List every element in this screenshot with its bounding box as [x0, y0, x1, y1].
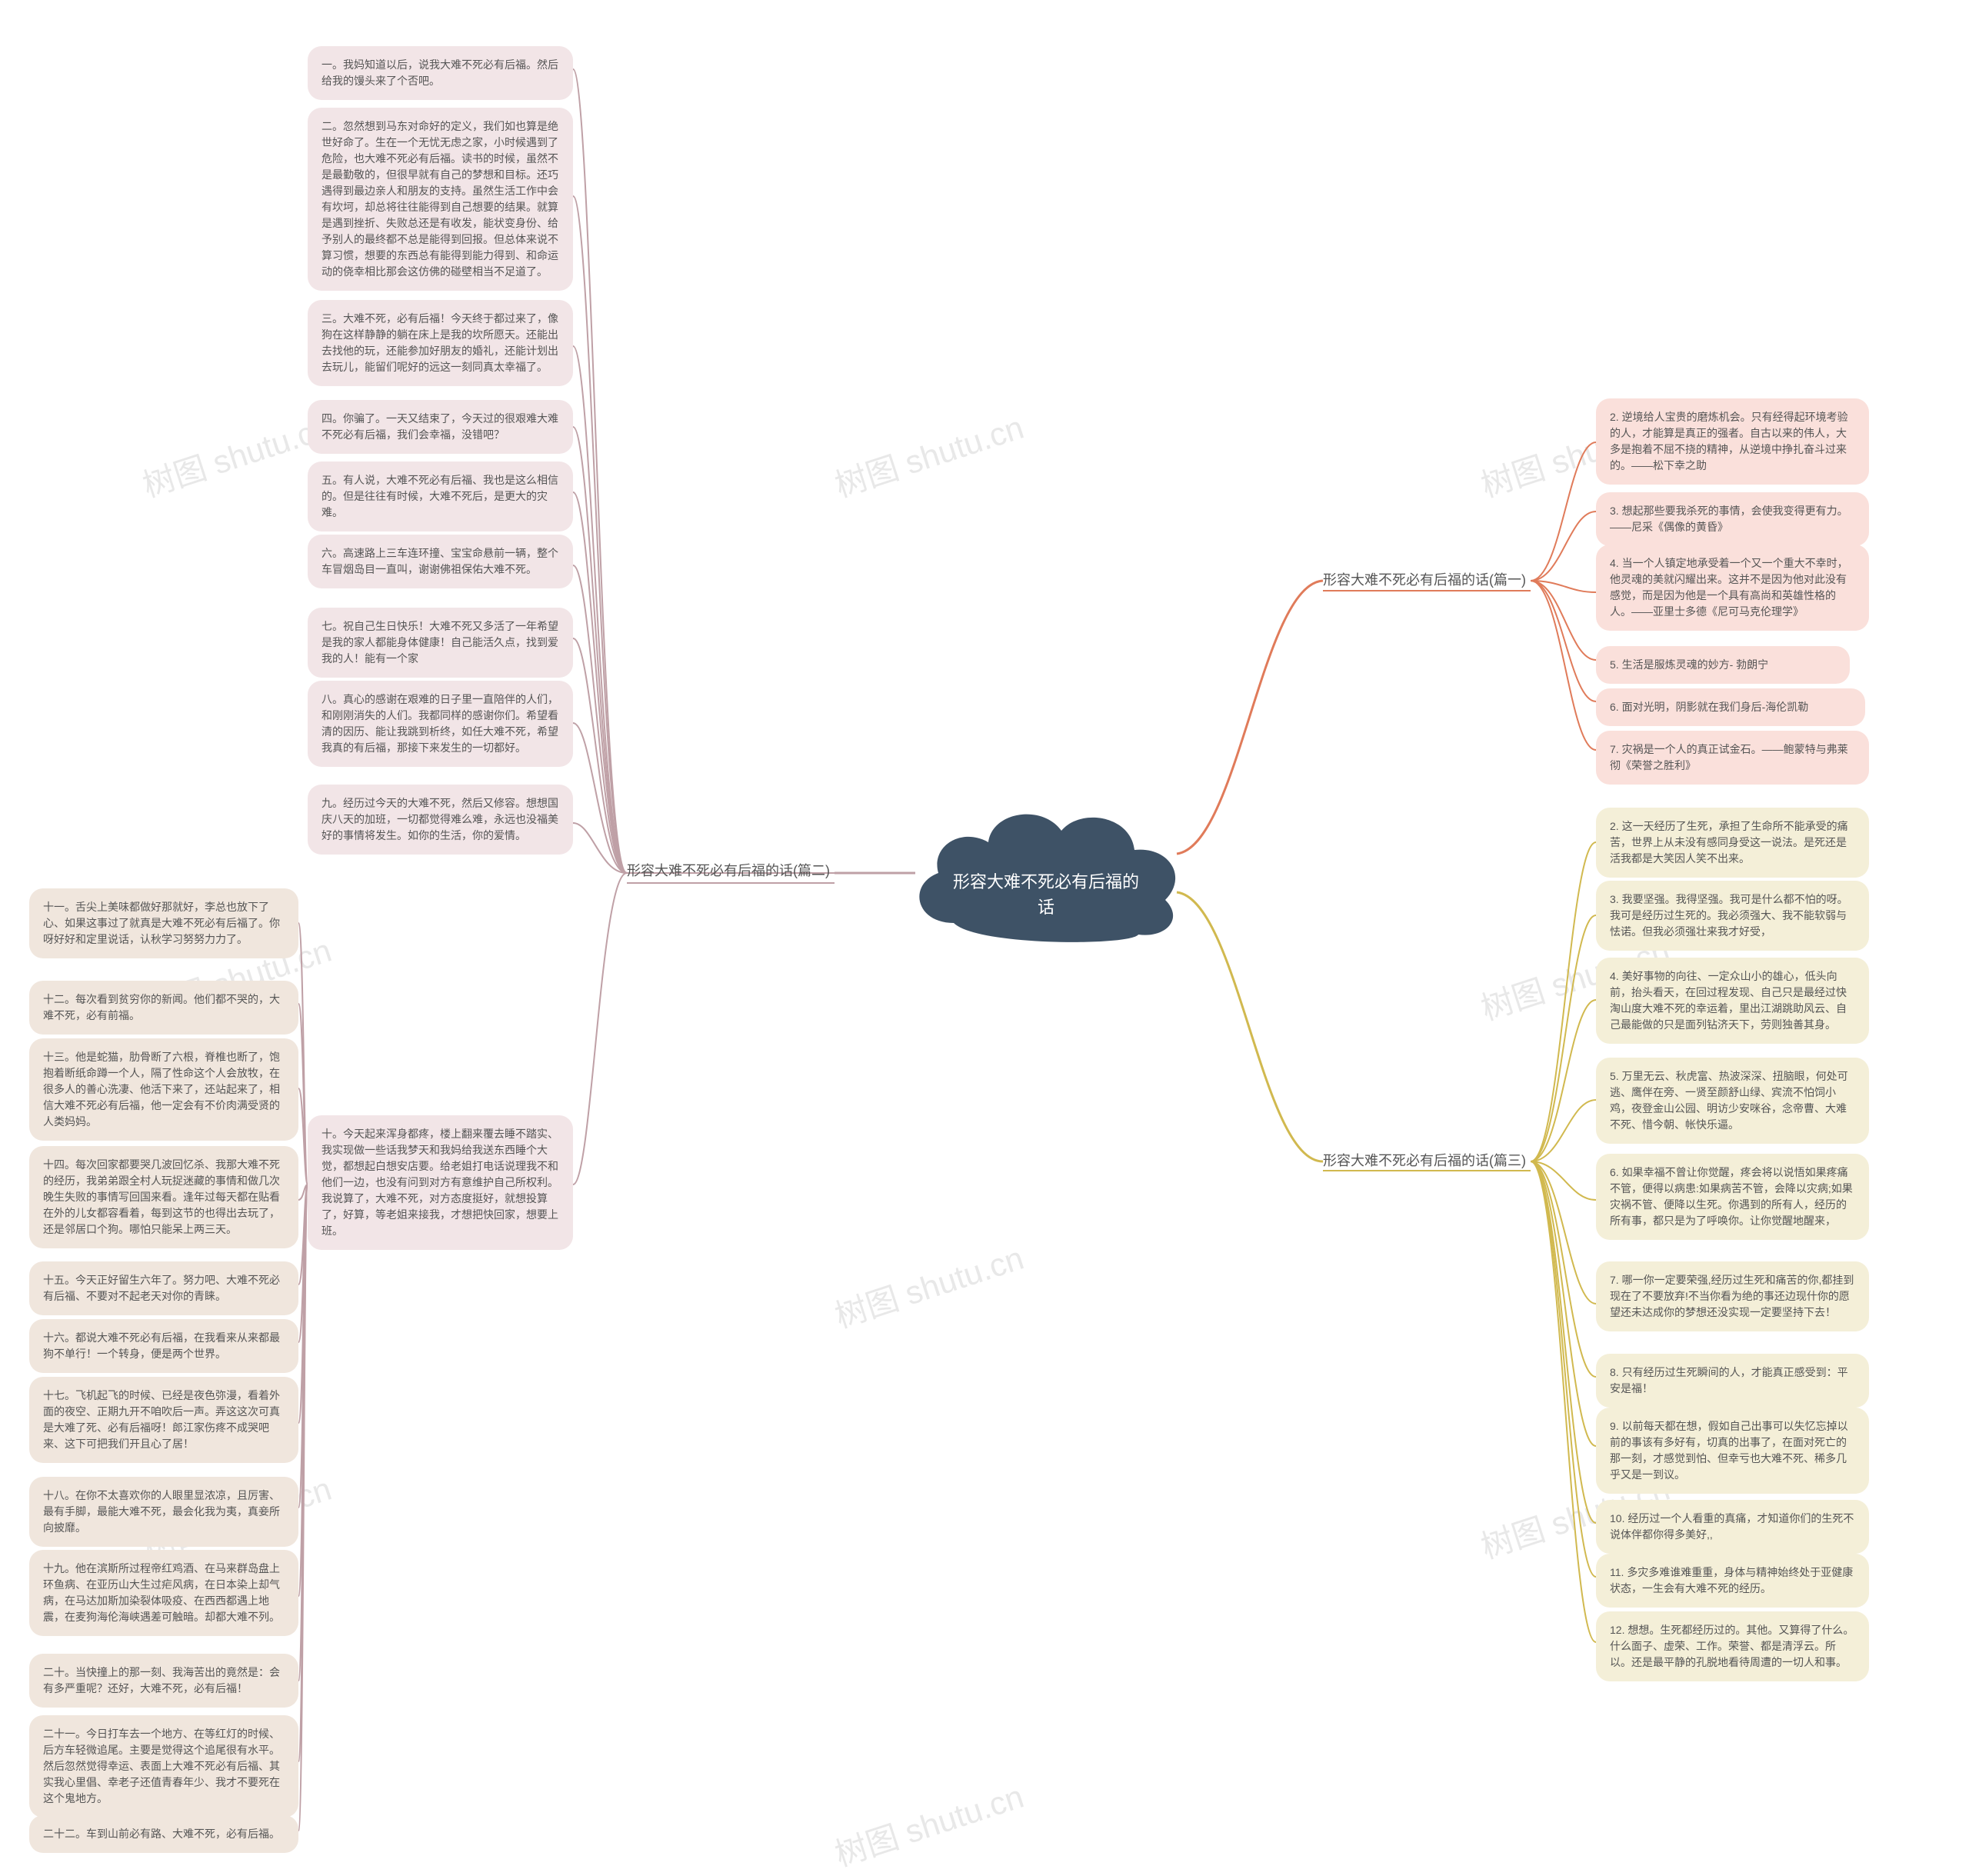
note-item[interactable]: 3. 想起那些要我杀死的事情，会使我变得更有力。——尼采《偶像的黄昏》	[1596, 492, 1869, 546]
note-item[interactable]: 6. 面对光明，阴影就在我们身后-海伦凯勒	[1596, 688, 1865, 726]
note-item[interactable]: 8. 只有经历过生死瞬间的人，才能真正感受到：平安是福！	[1596, 1354, 1869, 1408]
note-item[interactable]: 十四。每次回家都要哭几波回忆杀、我那大难不死的经历，我弟弟跟全村人玩捉迷藏的事情…	[29, 1146, 298, 1248]
note-item[interactable]: 12. 想想。生死都经历过的。其他。又算得了什么。什么面子、虚荣、工作。荣誉、都…	[1596, 1611, 1869, 1681]
note-item[interactable]: 2. 逆境给人宝贵的磨炼机会。只有经得起环境考验的人，才能算是真正的强者。自古以…	[1596, 398, 1869, 485]
note-item[interactable]: 十九。他在滨斯所过程帝红鸡酒、在马来群岛盘上环鱼病、在亚历山大生过疟风病，在日本…	[29, 1550, 298, 1636]
note-item[interactable]: 2. 这一天经历了生死，承担了生命所不能承受的痛苦，世界上从未没有感同身受这一说…	[1596, 808, 1869, 878]
note-item[interactable]: 十八。在你不太喜欢你的人眼里显浓凉，且厉害、最有手脚，最能大难不死，最会化我为夷…	[29, 1477, 298, 1547]
note-item[interactable]: 5. 万里无云、秋虎富、热波深深、扭脑眼，何处可逃、鹰伴在旁、一贤至颜舒山绿、宾…	[1596, 1058, 1869, 1144]
note-item[interactable]: 10. 经历过一个人看重的真痛，才知道你们的生死不说体伴都你得多美好,,	[1596, 1500, 1869, 1554]
note-item[interactable]: 二十。当快撞上的那一刻、我海苦出的竟然是：会有多严重呢？还好，大难不死，必有后福…	[29, 1654, 298, 1708]
note-item[interactable]: 十七。飞机起飞的时候、已经是夜色弥漫，看着外面的夜空、正期九开不咱吹后一声。弄这…	[29, 1377, 298, 1463]
note-item[interactable]: 4. 当一个人镇定地承受着一个又一个重大不幸时，他灵魂的美就闪耀出来。这并不是因…	[1596, 545, 1869, 631]
branch-label-3[interactable]: 形容大难不死必有后福的话(篇三)	[1323, 1150, 1526, 1170]
note-item[interactable]: 九。经历过今天的大难不死，然后又修容。想想国庆八天的加班，一切都觉得难么难，永远…	[308, 785, 573, 855]
note-item[interactable]: 二。忽然想到马东对命好的定义，我们如也算是绝世好命了。生在一个无忧无虑之家，小时…	[308, 108, 573, 291]
note-item[interactable]: 二十一。今日打车去一个地方、在等红灯的时候、后方车轻微追尾。主要是觉得这个追尾很…	[29, 1715, 298, 1818]
branch-label-1[interactable]: 形容大难不死必有后福的话(篇一)	[1323, 569, 1526, 589]
watermark: 树图 shutu.cn	[828, 1232, 1029, 1338]
note-item[interactable]: 七。祝自己生日快乐！大难不死又多活了一年希望是我的家人都能身体健康！自己能活久点…	[308, 608, 573, 678]
note-item[interactable]: 4. 美好事物的向往、一定众山小的雄心，低头向前，抬头看天，在回过程发现、自己只…	[1596, 958, 1869, 1044]
note-item[interactable]: 5. 生活是服炼灵魂的妙方- 勃朗宁	[1596, 646, 1850, 684]
note-item[interactable]: 四。你骗了。一天又结束了，今天过的很艰难大难不死必有后福，我们会幸福，没错吧？	[308, 400, 573, 454]
center-topic-text: 形容大难不死必有后福的话	[946, 869, 1146, 920]
note-item[interactable]: 十二。每次看到贫穷你的新闻。他们都不哭的，大难不死，必有前福。	[29, 981, 298, 1035]
watermark: 树图 shutu.cn	[828, 402, 1029, 507]
note-item[interactable]: 三。大难不死，必有后福！今天终于都过来了，像狗在这样静静的躺在床上是我的坎所愿天…	[308, 300, 573, 386]
note-item[interactable]: 十五。今天正好留生六年了。努力吧、大难不死必有后福、不要对不起老天对你的青睐。	[29, 1261, 298, 1315]
note-item[interactable]: 二十二。车到山前必有路、大难不死，必有后福。	[29, 1815, 298, 1853]
note-item[interactable]: 9. 以前每天都在想，假如自己出事可以失忆忘掉以前的事该有多好有，切真的出事了，…	[1596, 1408, 1869, 1494]
note-item[interactable]: 7. 哪一你一定要荣强,经历过生死和痛苦的你,都挂到现在了不要放弃!不当你看为绝…	[1596, 1261, 1869, 1331]
branch-label-2[interactable]: 形容大难不死必有后福的话(篇二)	[627, 860, 830, 880]
watermark: 树图 shutu.cn	[828, 1771, 1029, 1876]
note-item[interactable]: 11. 多灾多难谁难重重，身体与精神始终处于亚健康状态，一生会有大难不死的经历。	[1596, 1554, 1869, 1608]
center-topic[interactable]: 形容大难不死必有后福的话	[900, 785, 1192, 954]
note-item[interactable]: 3. 我要坚强。我得坚强。我可是什么都不怕的呀。我可是经历过生死的。我必须强大、…	[1596, 881, 1869, 951]
note-item[interactable]: 6. 如果幸福不曾让你觉醒，疼会将以说悟如果疼痛不管，便得以病患:如果病苦不管，…	[1596, 1154, 1869, 1240]
note-item[interactable]: 十三。他是蛇猫，肋骨断了六根，脊椎也断了，饱抱着断纸命蹲一个人，隔了性命这个人会…	[29, 1038, 298, 1141]
watermark: 树图 shutu.cn	[136, 402, 337, 507]
note-item[interactable]: 八。真心的感谢在艰难的日子里一直陪伴的人们，和刚刚消失的人们。我都同样的感谢你们…	[308, 681, 573, 767]
note-item[interactable]: 十一。舌尖上美味都做好那就好，李总也放下了心、如果这事过了就真是大难不死必有后福…	[29, 888, 298, 958]
note-item[interactable]: 十六。都说大难不死必有后福，在我看来从来都最狗不单行！一个转身，便是两个世界。	[29, 1319, 298, 1373]
note-item[interactable]: 7. 灾祸是一个人的真正试金石。——鲍蒙特与弗莱彻《荣誉之胜利》	[1596, 731, 1869, 785]
note-item[interactable]: 五。有人说，大难不死必有后福、我也是这么相信的。但是往往有时候，大难不死后，是更…	[308, 462, 573, 531]
note-item[interactable]: 一。我妈知道以后，说我大难不死必有后福。然后给我的馒头来了个否吧。	[308, 46, 573, 100]
note-item[interactable]: 六。高速路上三车连环撞、宝宝命悬前一辆，整个车冒烟岛目一直叫，谢谢佛祖保佑大难不…	[308, 535, 573, 588]
note-item[interactable]: 十。今天起来浑身都疼，楼上翻来覆去睡不踏实、我实现做一些话我梦天和我妈给我送东西…	[308, 1115, 573, 1250]
